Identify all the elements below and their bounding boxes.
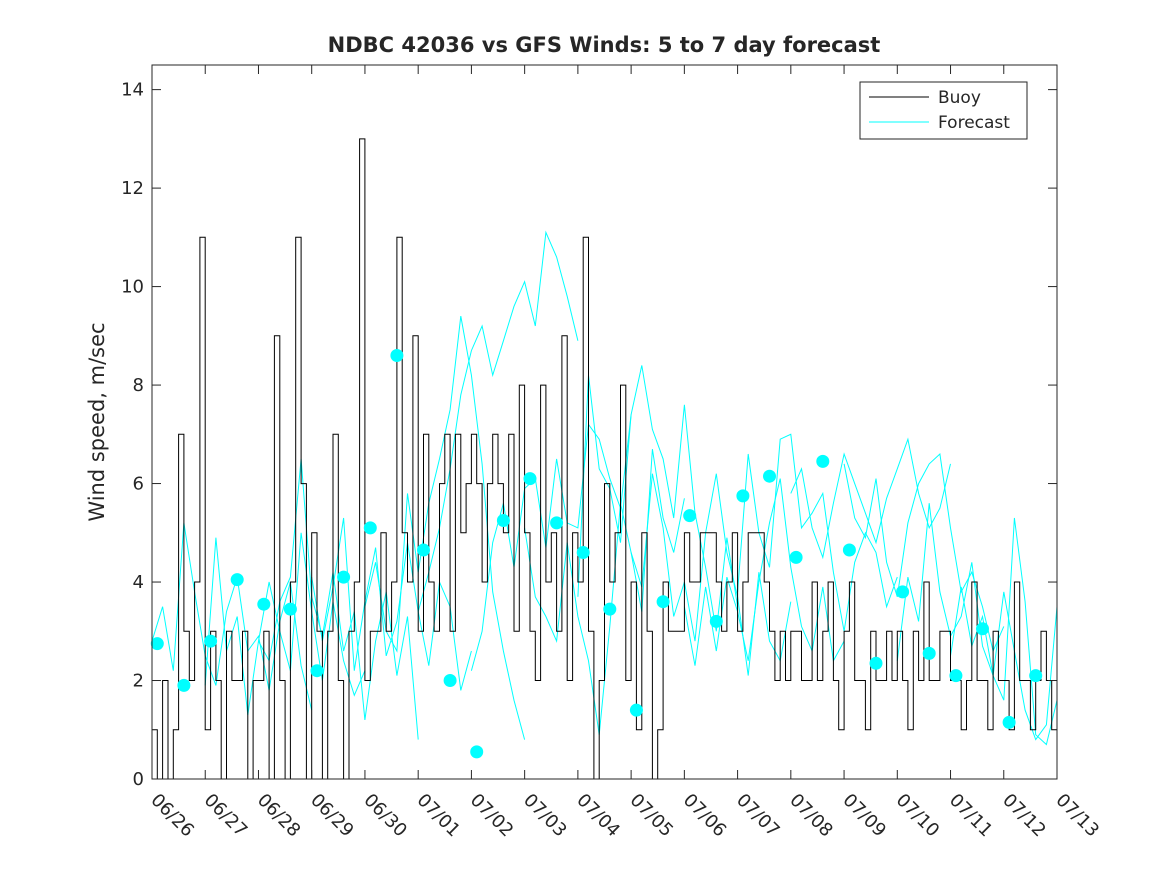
x-tick-label: 07/07	[732, 790, 784, 842]
forecast-marker-31	[949, 669, 963, 683]
forecast-marker-18	[603, 602, 617, 616]
x-tick-label: 06/26	[146, 790, 198, 842]
y-axis: 0 2 4 6 8 10 12 14	[121, 80, 1057, 790]
forecast-marker-8	[337, 570, 351, 584]
x-tick-label: 07/04	[572, 790, 624, 842]
x-tick-label: 07/02	[466, 790, 518, 842]
forecast-marker-32	[976, 622, 989, 636]
x-tick-label: 07/06	[679, 790, 731, 842]
x-tick-label: 07/12	[998, 790, 1050, 842]
forecast-marker-13	[470, 745, 484, 759]
forecast-marker-34	[1029, 669, 1043, 683]
forecast-line-9	[577, 365, 739, 632]
x-tick-label: 07/05	[626, 790, 678, 842]
forecast-marker-9	[363, 521, 377, 535]
forecast-marker-5	[257, 597, 271, 611]
x-tick-label: 06/28	[253, 790, 305, 842]
forecast-marker-6	[283, 602, 297, 616]
legend-forecast-label: Forecast	[938, 113, 1010, 133]
x-tick-label: 07/08	[785, 790, 837, 842]
forecast-line-13	[790, 437, 951, 560]
x-tick-label: 07/10	[892, 790, 944, 842]
forecast-marker-25	[789, 550, 803, 564]
x-tick-label: 07/03	[519, 790, 571, 842]
legend: Buoy Forecast	[859, 81, 1028, 140]
x-tick-label: 07/13	[1051, 790, 1103, 842]
forecast-marker-15	[523, 472, 537, 486]
forecast-marker-14	[496, 514, 510, 527]
y-tick-label: 2	[133, 671, 144, 692]
y-tick-label: 8	[133, 375, 144, 396]
forecast-marker-4	[230, 573, 244, 587]
plot-frame	[151, 64, 1058, 780]
forecast-marker-11	[417, 543, 430, 557]
legend-box	[859, 81, 1028, 140]
forecast-marker-2	[177, 678, 191, 692]
y-tick-label: 10	[121, 277, 144, 298]
forecast-marker-17	[576, 546, 590, 559]
buoy-series	[152, 138, 1058, 780]
forecast-marker-22	[709, 614, 723, 628]
forecast-line-16	[950, 586, 1058, 741]
forecast-marker-23	[736, 489, 750, 503]
forecast-marker-12	[443, 674, 457, 687]
forecast-marker-24	[763, 469, 776, 483]
forecast-marker-29	[896, 585, 910, 599]
forecast-marker-33	[1002, 715, 1016, 729]
forecast-marker-20	[656, 595, 670, 609]
chart-title: NDBC 42036 vs GFS Winds: 5 to 7 day fore…	[328, 33, 881, 57]
forecast-line-6	[417, 230, 579, 612]
x-tick-label: 07/01	[413, 790, 465, 842]
forecast-marker-19	[629, 703, 643, 717]
y-tick-label: 12	[121, 178, 144, 199]
forecast-marker-10	[390, 349, 404, 362]
forecast-marker-28	[869, 656, 883, 670]
y-tick-label: 0	[133, 769, 144, 790]
y-tick-label: 6	[133, 474, 144, 495]
forecast-marker-26	[816, 454, 830, 468]
forecast-marker-7	[310, 664, 324, 678]
forecast-marker-27	[842, 543, 856, 557]
x-tick-label: 07/11	[945, 790, 997, 842]
forecast-line-10	[630, 473, 792, 676]
x-tick-label: 07/09	[839, 790, 891, 842]
x-tick-label: 06/29	[306, 790, 358, 842]
legend-buoy-label: Buoy	[938, 88, 981, 108]
buoy-line	[152, 138, 1058, 780]
forecast-marker-21	[683, 509, 697, 523]
forecast-marker-3	[204, 634, 218, 648]
x-tick-label: 06/30	[359, 790, 411, 842]
forecast-marker-30	[922, 646, 936, 660]
x-tick-label: 06/27	[200, 790, 252, 842]
forecast-marker-1	[150, 637, 164, 651]
y-tick-label: 14	[121, 80, 144, 101]
y-axis-label: Wind speed, m/sec	[85, 322, 109, 521]
y-tick-label: 4	[133, 572, 144, 593]
forecast-marker-16	[550, 516, 564, 530]
forecast-markers	[150, 349, 1043, 759]
